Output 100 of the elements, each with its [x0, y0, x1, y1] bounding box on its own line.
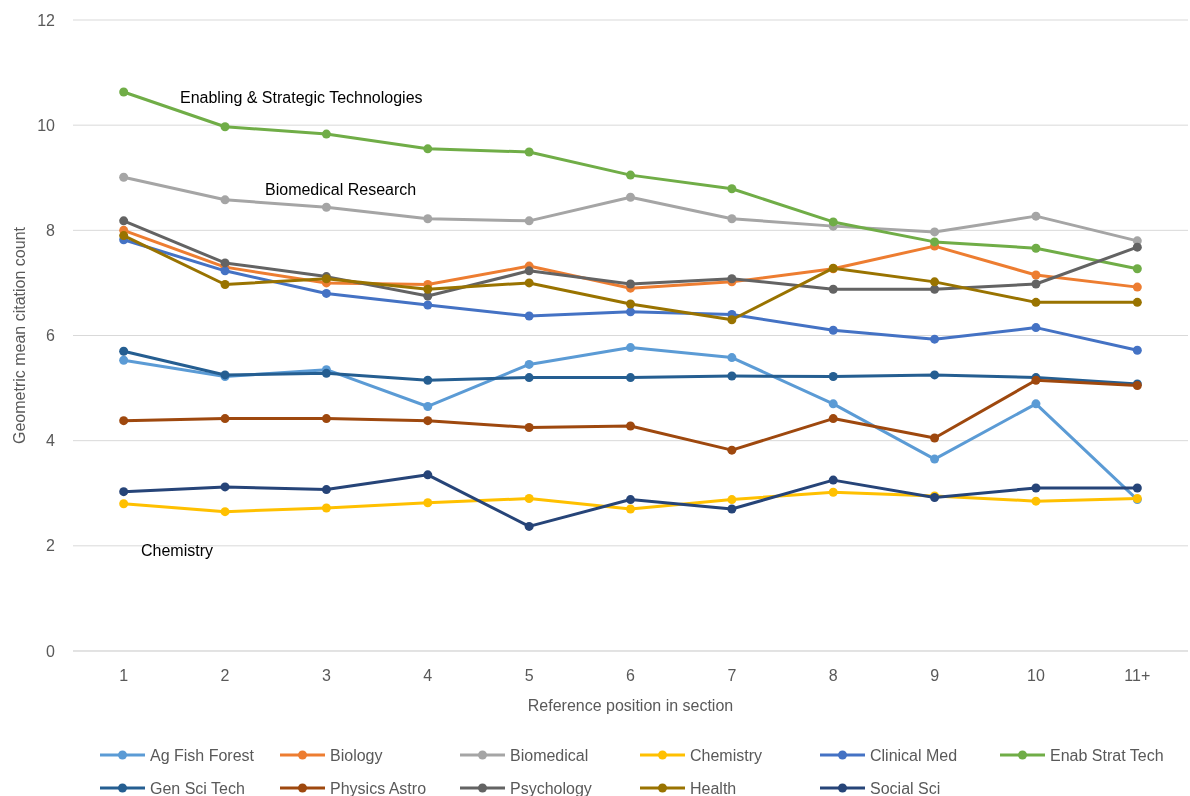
y-tick-label: 2 [46, 537, 56, 555]
point [321, 129, 331, 139]
legend-label: Gen Sci Tech [150, 780, 245, 796]
point [1132, 282, 1142, 292]
x-axis-title: Reference position in section [527, 697, 734, 714]
point [828, 284, 838, 294]
y-tick-label: 4 [46, 432, 56, 450]
point [1031, 279, 1041, 289]
point [626, 373, 635, 383]
point [524, 373, 534, 383]
legend-label: Health [690, 780, 737, 796]
point [930, 237, 940, 247]
point [220, 195, 230, 205]
point [626, 504, 635, 514]
legend-label: Biology [330, 747, 383, 764]
point [524, 216, 534, 226]
point [1132, 264, 1142, 274]
point [524, 423, 534, 433]
x-tick-label: 11+ [1124, 667, 1151, 684]
point [423, 498, 433, 508]
legend-label: Clinical Med [870, 747, 958, 764]
point [119, 487, 129, 497]
point [626, 299, 635, 309]
y-tick-label: 6 [46, 327, 56, 345]
point [727, 315, 737, 325]
point [524, 494, 534, 504]
point [321, 288, 331, 298]
y-tick-label: 0 [46, 642, 56, 660]
point [930, 454, 940, 464]
point [220, 414, 230, 424]
point [727, 504, 737, 514]
point [1031, 297, 1041, 307]
point [220, 507, 230, 517]
point [828, 217, 838, 227]
point [1031, 323, 1041, 333]
y-tick-label: 12 [37, 11, 56, 29]
annotation: Biomedical Research [265, 180, 417, 198]
x-tick-label: 10 [1027, 667, 1045, 684]
point [727, 353, 737, 363]
point [524, 359, 534, 369]
point [119, 87, 129, 97]
legend-label: Biomedical [510, 747, 589, 764]
point [727, 495, 737, 505]
point [828, 325, 838, 335]
point [1031, 243, 1041, 253]
point [1031, 399, 1041, 409]
point [423, 284, 433, 294]
point [1132, 297, 1142, 307]
point [626, 192, 635, 202]
point [220, 122, 230, 132]
point [1031, 483, 1041, 493]
legend-label: Ag Fish Forest [150, 747, 255, 764]
y-tick-label: 8 [46, 221, 56, 239]
point [321, 485, 331, 495]
point [423, 401, 433, 411]
point [626, 343, 635, 353]
point [321, 503, 331, 513]
point [321, 414, 331, 424]
x-tick-label: 6 [626, 667, 636, 684]
y-tick-label: 10 [37, 116, 56, 134]
x-tick-label: 2 [220, 667, 230, 684]
point [930, 277, 940, 287]
point [220, 482, 230, 492]
annotation: Chemistry [141, 541, 214, 559]
point [423, 214, 433, 224]
point [727, 184, 737, 194]
point [524, 311, 534, 321]
point [1031, 496, 1041, 506]
legend-label: Enab Strat Tech [1050, 747, 1164, 764]
x-tick-label: 5 [524, 667, 534, 684]
point [626, 421, 635, 431]
x-tick-label: 7 [727, 667, 737, 684]
point [119, 499, 129, 509]
point [727, 371, 737, 381]
point [828, 372, 838, 382]
point [930, 433, 940, 443]
y-axis-title: Geometric mean citation count [11, 226, 28, 444]
point [423, 144, 433, 154]
point [321, 202, 331, 212]
point [119, 346, 129, 356]
annotation: Enabling & Strategic Technologies [180, 88, 423, 106]
point [524, 266, 534, 276]
x-tick-label: 8 [828, 667, 838, 684]
point [524, 147, 534, 157]
x-tick-label: 4 [423, 667, 433, 684]
legend-label: Social Sci [870, 780, 941, 796]
x-tick-label: 1 [119, 667, 129, 684]
point [828, 487, 838, 497]
point [727, 445, 737, 455]
x-tick-label: 9 [930, 667, 940, 684]
point [930, 227, 940, 237]
point [1031, 270, 1041, 280]
legend-label: Chemistry [690, 747, 763, 764]
point [930, 284, 940, 294]
point [626, 279, 635, 289]
point [1031, 211, 1041, 221]
point [524, 278, 534, 288]
point [828, 414, 838, 424]
point [220, 279, 230, 289]
point [423, 470, 433, 480]
